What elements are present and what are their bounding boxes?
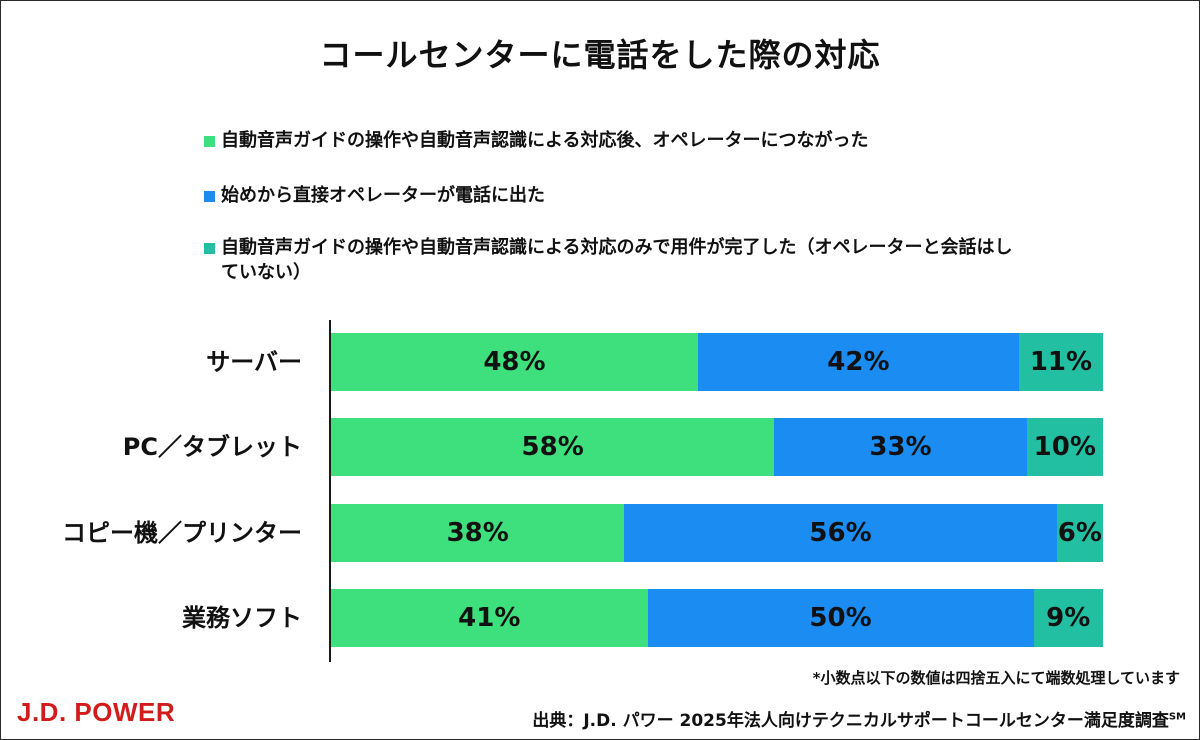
bar-segment-series2: 50%: [647, 589, 1034, 647]
footnote: *小数点以下の数値は四捨五入にて端数処理しています: [812, 669, 1180, 687]
category-label: 業務ソフト: [182, 604, 302, 632]
service-mark: SM: [1168, 711, 1186, 723]
category-label: サーバー: [206, 348, 302, 376]
bar-segment-series1: 41%: [331, 589, 648, 647]
category-label: PC／タブレット: [122, 433, 302, 461]
chart-title: コールセンターに電話をした際の対応: [319, 36, 881, 74]
source-note: 出典：J.D. パワー 2025年法人向けテクニカルサポートコールセンター満足度…: [532, 706, 1186, 731]
bar-segment-series2: 56%: [624, 504, 1057, 562]
legend-swatch-1: [204, 136, 215, 147]
bar-segment-series1: 38%: [331, 504, 625, 562]
bar-segment-series2: 42%: [697, 333, 1019, 391]
legend-swatch-3: [204, 243, 215, 254]
legend-swatch-2: [204, 191, 215, 202]
jd-power-logo: J.D. POWER: [17, 697, 176, 727]
legend-label-3: 自動音声ガイドの操作や自動音声認識による対応のみで用件が完了した（オペレーターと…: [221, 237, 1013, 283]
bar-segment-series3: 11%: [1018, 333, 1103, 391]
bar-segment-series3: 6%: [1056, 504, 1103, 562]
bar-segment-series2: 33%: [774, 418, 1027, 476]
legend-label-1: 自動音声ガイドの操作や自動音声認識による対応後、オペレーターにつながった: [221, 130, 869, 151]
bar-segment-series3: 10%: [1026, 418, 1103, 476]
legend-label-2: 始めから直接オペレーターが電話に出た: [221, 185, 545, 206]
bar-segment-series1: 58%: [331, 418, 775, 476]
bar-segment-series1: 48%: [331, 333, 698, 391]
category-label: コピー機／プリンター: [62, 519, 302, 547]
category-axis-line: [329, 320, 331, 662]
bar-segment-series3: 9%: [1033, 589, 1103, 647]
source-text: 出典：J.D. パワー 2025年法人向けテクニカルサポートコールセンター満足度…: [532, 711, 1169, 731]
